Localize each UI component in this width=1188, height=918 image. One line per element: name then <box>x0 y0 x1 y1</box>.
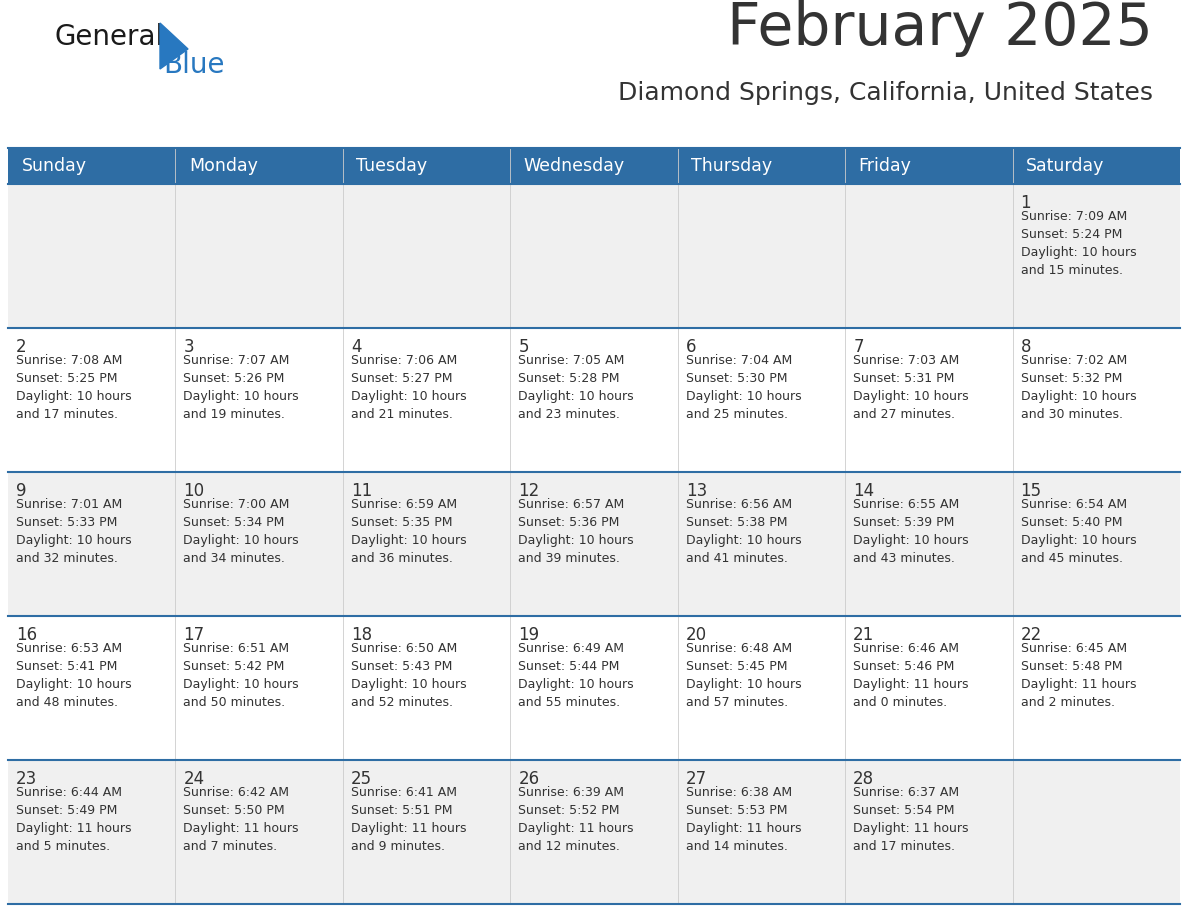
Bar <box>8 328 1180 472</box>
Text: Sunrise: 6:53 AM
Sunset: 5:41 PM
Daylight: 10 hours
and 48 minutes.: Sunrise: 6:53 AM Sunset: 5:41 PM Dayligh… <box>15 642 132 709</box>
Text: Sunday: Sunday <box>21 157 87 175</box>
Bar <box>8 472 1180 616</box>
Text: Sunrise: 7:01 AM
Sunset: 5:33 PM
Daylight: 10 hours
and 32 minutes.: Sunrise: 7:01 AM Sunset: 5:33 PM Dayligh… <box>15 498 132 565</box>
Text: 4: 4 <box>350 338 361 356</box>
Text: 11: 11 <box>350 482 372 500</box>
Text: Sunrise: 7:02 AM
Sunset: 5:32 PM
Daylight: 10 hours
and 30 minutes.: Sunrise: 7:02 AM Sunset: 5:32 PM Dayligh… <box>1020 354 1136 421</box>
Text: 8: 8 <box>1020 338 1031 356</box>
Text: 20: 20 <box>685 626 707 644</box>
Polygon shape <box>160 23 188 69</box>
Text: Sunrise: 6:59 AM
Sunset: 5:35 PM
Daylight: 10 hours
and 36 minutes.: Sunrise: 6:59 AM Sunset: 5:35 PM Dayligh… <box>350 498 467 565</box>
Text: 3: 3 <box>183 338 194 356</box>
Text: 14: 14 <box>853 482 874 500</box>
Text: 9: 9 <box>15 482 26 500</box>
Bar <box>8 148 176 184</box>
Text: Monday: Monday <box>189 157 258 175</box>
Text: 25: 25 <box>350 770 372 788</box>
Text: Sunrise: 6:50 AM
Sunset: 5:43 PM
Daylight: 10 hours
and 52 minutes.: Sunrise: 6:50 AM Sunset: 5:43 PM Dayligh… <box>350 642 467 709</box>
Text: Sunrise: 6:46 AM
Sunset: 5:46 PM
Daylight: 11 hours
and 0 minutes.: Sunrise: 6:46 AM Sunset: 5:46 PM Dayligh… <box>853 642 968 709</box>
Text: Sunrise: 6:37 AM
Sunset: 5:54 PM
Daylight: 11 hours
and 17 minutes.: Sunrise: 6:37 AM Sunset: 5:54 PM Dayligh… <box>853 786 968 853</box>
Text: Sunrise: 7:03 AM
Sunset: 5:31 PM
Daylight: 10 hours
and 27 minutes.: Sunrise: 7:03 AM Sunset: 5:31 PM Dayligh… <box>853 354 968 421</box>
Text: 12: 12 <box>518 482 539 500</box>
Text: Sunrise: 7:08 AM
Sunset: 5:25 PM
Daylight: 10 hours
and 17 minutes.: Sunrise: 7:08 AM Sunset: 5:25 PM Dayligh… <box>15 354 132 421</box>
Text: General: General <box>55 23 164 51</box>
Text: 23: 23 <box>15 770 37 788</box>
Text: Tuesday: Tuesday <box>356 157 428 175</box>
Text: Sunrise: 6:45 AM
Sunset: 5:48 PM
Daylight: 11 hours
and 2 minutes.: Sunrise: 6:45 AM Sunset: 5:48 PM Dayligh… <box>1020 642 1136 709</box>
Text: Sunrise: 6:42 AM
Sunset: 5:50 PM
Daylight: 11 hours
and 7 minutes.: Sunrise: 6:42 AM Sunset: 5:50 PM Dayligh… <box>183 786 299 853</box>
Text: Sunrise: 6:49 AM
Sunset: 5:44 PM
Daylight: 10 hours
and 55 minutes.: Sunrise: 6:49 AM Sunset: 5:44 PM Dayligh… <box>518 642 634 709</box>
Text: Diamond Springs, California, United States: Diamond Springs, California, United Stat… <box>618 81 1154 105</box>
Text: 17: 17 <box>183 626 204 644</box>
Text: February 2025: February 2025 <box>727 0 1154 57</box>
Text: 15: 15 <box>1020 482 1042 500</box>
Text: Sunrise: 7:04 AM
Sunset: 5:30 PM
Daylight: 10 hours
and 25 minutes.: Sunrise: 7:04 AM Sunset: 5:30 PM Dayligh… <box>685 354 802 421</box>
Bar <box>8 616 1180 760</box>
Text: Sunrise: 6:57 AM
Sunset: 5:36 PM
Daylight: 10 hours
and 39 minutes.: Sunrise: 6:57 AM Sunset: 5:36 PM Dayligh… <box>518 498 634 565</box>
Text: Saturday: Saturday <box>1026 157 1105 175</box>
Text: 16: 16 <box>15 626 37 644</box>
Text: 7: 7 <box>853 338 864 356</box>
Bar <box>8 760 1180 904</box>
Text: Sunrise: 7:00 AM
Sunset: 5:34 PM
Daylight: 10 hours
and 34 minutes.: Sunrise: 7:00 AM Sunset: 5:34 PM Dayligh… <box>183 498 299 565</box>
Text: 21: 21 <box>853 626 874 644</box>
Bar <box>8 184 1180 328</box>
Text: 5: 5 <box>518 338 529 356</box>
Text: 6: 6 <box>685 338 696 356</box>
Text: Blue: Blue <box>163 51 225 79</box>
Text: Sunrise: 6:51 AM
Sunset: 5:42 PM
Daylight: 10 hours
and 50 minutes.: Sunrise: 6:51 AM Sunset: 5:42 PM Dayligh… <box>183 642 299 709</box>
Bar <box>677 148 845 184</box>
Text: 22: 22 <box>1020 626 1042 644</box>
Text: 28: 28 <box>853 770 874 788</box>
Text: 10: 10 <box>183 482 204 500</box>
Text: 19: 19 <box>518 626 539 644</box>
Bar <box>343 148 511 184</box>
Text: Sunrise: 7:07 AM
Sunset: 5:26 PM
Daylight: 10 hours
and 19 minutes.: Sunrise: 7:07 AM Sunset: 5:26 PM Dayligh… <box>183 354 299 421</box>
Text: Sunrise: 6:56 AM
Sunset: 5:38 PM
Daylight: 10 hours
and 41 minutes.: Sunrise: 6:56 AM Sunset: 5:38 PM Dayligh… <box>685 498 802 565</box>
Text: 1: 1 <box>1020 194 1031 212</box>
Text: Sunrise: 6:39 AM
Sunset: 5:52 PM
Daylight: 11 hours
and 12 minutes.: Sunrise: 6:39 AM Sunset: 5:52 PM Dayligh… <box>518 786 633 853</box>
Text: Sunrise: 6:55 AM
Sunset: 5:39 PM
Daylight: 10 hours
and 43 minutes.: Sunrise: 6:55 AM Sunset: 5:39 PM Dayligh… <box>853 498 968 565</box>
Text: Sunrise: 6:54 AM
Sunset: 5:40 PM
Daylight: 10 hours
and 45 minutes.: Sunrise: 6:54 AM Sunset: 5:40 PM Dayligh… <box>1020 498 1136 565</box>
Bar <box>1012 148 1180 184</box>
Text: 24: 24 <box>183 770 204 788</box>
Text: Sunrise: 6:44 AM
Sunset: 5:49 PM
Daylight: 11 hours
and 5 minutes.: Sunrise: 6:44 AM Sunset: 5:49 PM Dayligh… <box>15 786 132 853</box>
Text: 2: 2 <box>15 338 26 356</box>
Bar <box>176 148 343 184</box>
Text: 13: 13 <box>685 482 707 500</box>
Text: Wednesday: Wednesday <box>524 157 625 175</box>
Bar <box>845 148 1012 184</box>
Text: 26: 26 <box>518 770 539 788</box>
Text: Sunrise: 6:38 AM
Sunset: 5:53 PM
Daylight: 11 hours
and 14 minutes.: Sunrise: 6:38 AM Sunset: 5:53 PM Dayligh… <box>685 786 801 853</box>
Text: Friday: Friday <box>859 157 911 175</box>
Text: 18: 18 <box>350 626 372 644</box>
Text: Sunrise: 7:05 AM
Sunset: 5:28 PM
Daylight: 10 hours
and 23 minutes.: Sunrise: 7:05 AM Sunset: 5:28 PM Dayligh… <box>518 354 634 421</box>
Text: Thursday: Thursday <box>691 157 772 175</box>
Text: Sunrise: 6:41 AM
Sunset: 5:51 PM
Daylight: 11 hours
and 9 minutes.: Sunrise: 6:41 AM Sunset: 5:51 PM Dayligh… <box>350 786 467 853</box>
Text: Sunrise: 7:09 AM
Sunset: 5:24 PM
Daylight: 10 hours
and 15 minutes.: Sunrise: 7:09 AM Sunset: 5:24 PM Dayligh… <box>1020 210 1136 277</box>
Text: 27: 27 <box>685 770 707 788</box>
Text: Sunrise: 6:48 AM
Sunset: 5:45 PM
Daylight: 10 hours
and 57 minutes.: Sunrise: 6:48 AM Sunset: 5:45 PM Dayligh… <box>685 642 802 709</box>
Text: Sunrise: 7:06 AM
Sunset: 5:27 PM
Daylight: 10 hours
and 21 minutes.: Sunrise: 7:06 AM Sunset: 5:27 PM Dayligh… <box>350 354 467 421</box>
Bar <box>511 148 677 184</box>
